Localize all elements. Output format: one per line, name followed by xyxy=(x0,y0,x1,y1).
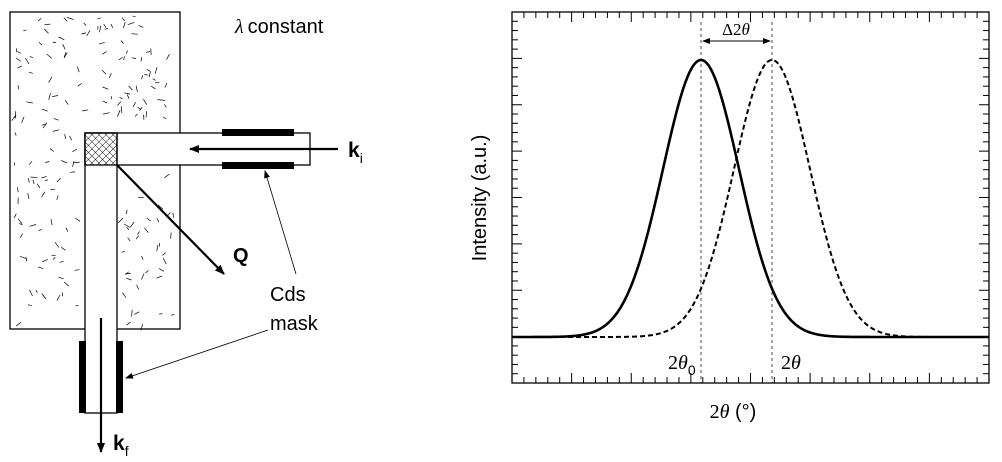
peak0-label: 2θ0 xyxy=(668,352,696,378)
plot-frame xyxy=(511,11,990,384)
axis-ticks xyxy=(512,12,989,383)
mask-label: mask xyxy=(270,313,319,335)
x-axis-title: 2θ (°) xyxy=(710,401,757,423)
cds-label: Cds xyxy=(270,284,306,306)
delta-2theta-label: Δ2θ xyxy=(722,20,750,39)
kf-label: kf xyxy=(113,432,129,459)
cds-mask-right xyxy=(116,341,123,413)
q-vector-arrow xyxy=(115,163,225,275)
cds-mask-bottom xyxy=(222,162,294,169)
diffraction-plot: Δ2θ 2θ0 2θ 2θ (°) Intensity (a.u.) xyxy=(469,11,990,423)
cds-mask-top xyxy=(222,129,294,136)
ki-label: ki xyxy=(348,139,363,166)
wavelength-label: λ constant xyxy=(234,16,324,38)
peak-label: 2θ xyxy=(781,352,801,374)
dashed-peak-curve xyxy=(512,58,989,338)
mask-leader-top xyxy=(264,170,297,275)
cell-diagram: λ constant Q ki kf Cds mask xyxy=(9,11,363,459)
y-axis-title: Intensity (a.u.) xyxy=(469,135,491,262)
powder-texture xyxy=(11,15,175,331)
scattering-volume xyxy=(84,132,118,166)
mask-leader-bottom xyxy=(125,329,269,379)
q-vector-label: Q xyxy=(233,245,249,267)
cds-mask-left xyxy=(79,341,86,413)
